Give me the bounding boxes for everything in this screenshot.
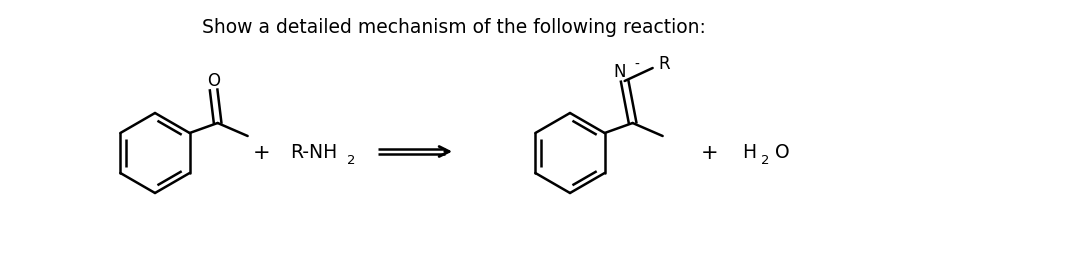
Text: +: + [253,143,271,163]
Text: H: H [742,143,756,163]
Text: -: - [634,58,639,72]
Text: R: R [659,55,671,73]
Text: O: O [775,143,791,163]
Text: R-NH: R-NH [291,143,337,163]
Text: 2: 2 [761,155,770,167]
Text: 2: 2 [348,155,356,167]
Text: +: + [701,143,719,163]
Text: N: N [613,63,626,81]
Text: Show a detailed mechanism of the following reaction:: Show a detailed mechanism of the followi… [202,18,705,37]
Text: O: O [207,72,220,90]
